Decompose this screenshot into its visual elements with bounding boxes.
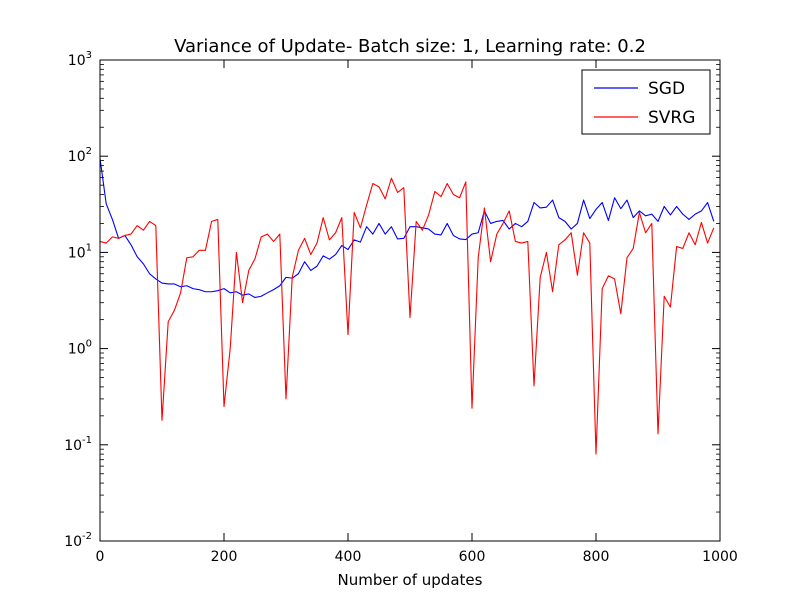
y-tick-label: 102 [68,146,92,165]
x-tick-label: 600 [459,549,486,565]
legend-box [581,69,711,135]
series-line-svrg [99,177,715,455]
y-tick-label: 10-2 [64,531,92,550]
x-tick-label: 200 [211,549,238,565]
legend: SGD SVRG [581,69,711,135]
axes: 0 200 400 600 800 1000 10-2 10-1 100 101 102 103 [64,50,738,565]
plot-frame [99,59,721,542]
x-axis-title: Number of updates [338,571,483,589]
x-tick-label: 1000 [702,549,738,565]
chart-title: Variance of Update- Batch size: 1, Learn… [174,36,646,57]
x-tick-label: 0 [96,549,105,565]
legend-label-svrg: SVRG [648,108,695,128]
y-tick-label: 10-1 [64,435,92,454]
y-tick-label: 100 [68,339,92,358]
x-tick-label: 400 [335,549,362,565]
series-line-sgd [99,158,715,299]
y-tick-label: 103 [68,50,92,69]
y-tick-label: 101 [68,242,92,261]
legend-label-sgd: SGD [648,79,685,99]
x-tick-label: 800 [583,549,610,565]
plot-area [99,158,715,455]
